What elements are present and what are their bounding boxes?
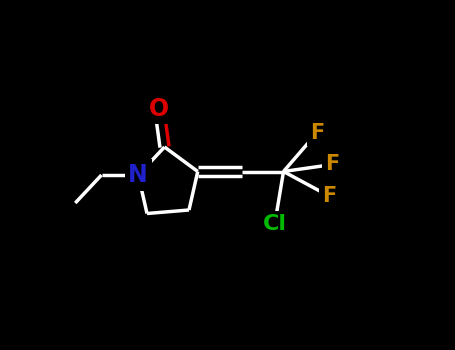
Text: O: O (149, 97, 169, 120)
Text: F: F (322, 186, 336, 206)
Text: N: N (128, 163, 148, 187)
Text: Cl: Cl (263, 214, 287, 234)
Text: F: F (325, 154, 339, 175)
Text: F: F (309, 123, 324, 143)
